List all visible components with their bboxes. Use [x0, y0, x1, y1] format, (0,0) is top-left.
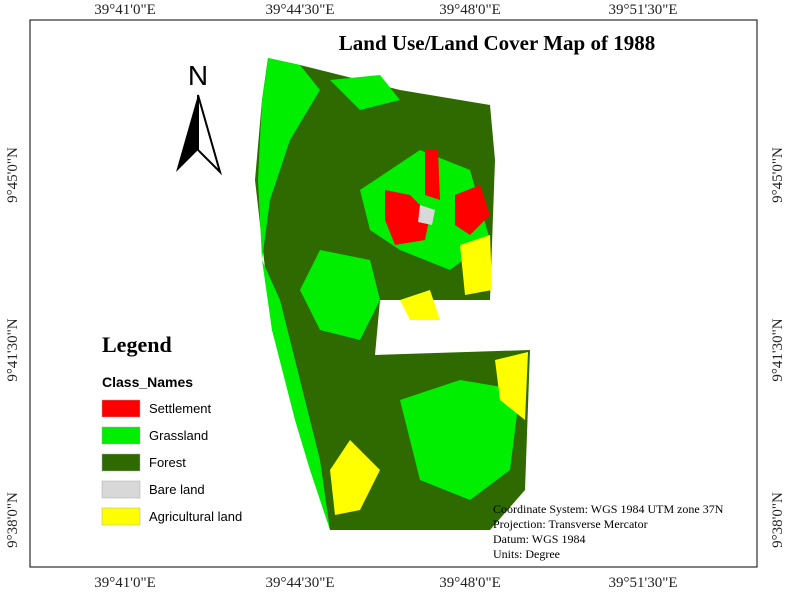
longitude-label: 39°48'0"E [439, 2, 501, 18]
patch [330, 75, 400, 110]
longitude-label: 39°41'0"E [94, 575, 156, 591]
longitude-label: 39°48'0"E [439, 575, 501, 591]
legend-swatch [101, 399, 141, 418]
map-title: Land Use/Land Cover Map of 1988 [339, 31, 655, 55]
map-info: Coordinate System: WGS 1984 UTM zone 37N… [493, 502, 724, 561]
patch [400, 380, 520, 500]
info-line: Coordinate System: WGS 1984 UTM zone 37N [493, 502, 724, 516]
info-line: Datum: WGS 1984 [493, 532, 585, 546]
info-line: Units: Degree [493, 547, 560, 561]
legend-swatch [101, 507, 141, 526]
patch [495, 352, 528, 420]
longitude-label: 39°51'30"E [609, 575, 678, 591]
patch [330, 440, 380, 515]
arrow-left [176, 95, 198, 172]
legend-label: Agricultural land [149, 509, 242, 524]
patch [460, 235, 492, 295]
longitude-label: 39°41'0"E [94, 2, 156, 18]
legend-label: Settlement [149, 401, 212, 416]
north-label: N [188, 60, 208, 91]
legend-swatch [101, 453, 141, 472]
latitude-label: 9°41'30"N [5, 318, 21, 381]
patch [385, 190, 430, 245]
longitude-label: 39°44'30"E [266, 2, 335, 18]
legend-title: Legend [102, 332, 172, 357]
legend-swatch [101, 480, 141, 499]
legend-label: Forest [149, 455, 186, 470]
patch [300, 250, 380, 340]
legend: Settlement Grassland Forest Bare land Agricu… [101, 399, 242, 526]
latitude-label: 9°38'0"N [5, 492, 21, 548]
info-line: Projection: Transverse Mercator [493, 517, 648, 531]
legend-subtitle: Class_Names [102, 374, 193, 390]
study-area [255, 58, 530, 530]
latitude-label: 9°38'0"N [770, 492, 786, 548]
latitude-label: 9°41'30"N [770, 318, 786, 381]
patch [262, 260, 330, 530]
legend-swatch [101, 426, 141, 445]
patch [400, 290, 440, 320]
arrow-right [197, 94, 223, 176]
latitude-label: 9°45'0"N [770, 147, 786, 203]
patch [455, 185, 490, 235]
longitude-label: 39°51'30"E [609, 2, 678, 18]
latitude-label: 9°45'0"N [5, 147, 21, 203]
north-arrow: N [176, 60, 223, 176]
patch [418, 205, 435, 225]
legend-label: Bare land [149, 482, 205, 497]
legend-label: Grassland [149, 428, 208, 443]
patch [258, 58, 320, 260]
coordinates: 39°41'0"E 39°41'0"E 39°44'30"E 39°44'30"E 39… [5, 2, 786, 591]
longitude-label: 39°44'30"E [266, 575, 335, 591]
patch [425, 150, 440, 200]
